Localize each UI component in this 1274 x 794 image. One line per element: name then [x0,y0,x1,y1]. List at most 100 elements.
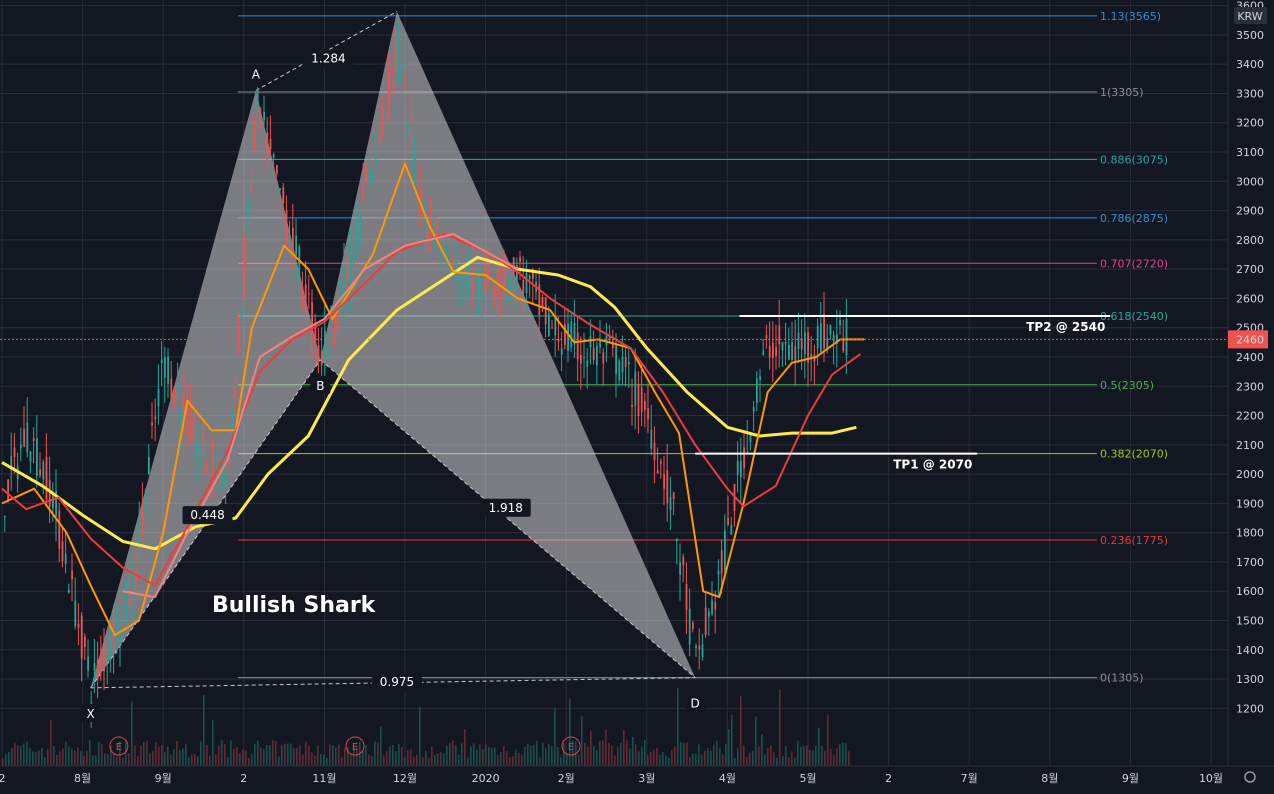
volume-bar [329,744,331,766]
volume-bar [257,740,259,766]
candle-body [279,188,281,191]
ma-yellow [1,255,857,551]
candle-body [26,422,29,453]
candle-body [23,428,25,447]
gear-icon[interactable] [1244,771,1256,783]
y-tick-label: 2900 [1236,205,1264,218]
volume-bar [53,746,55,766]
volume-bar [386,751,388,766]
point-label-bg [245,64,266,83]
volume-bar [299,745,301,766]
candle-body [698,645,701,650]
volume-bar [440,752,442,766]
volume-bar [671,750,673,766]
ratio-label: 0.975 [380,675,414,689]
volume-bar [842,742,844,766]
candle-body [634,371,637,407]
volume-bar [734,757,736,766]
candle-body [736,461,739,475]
earnings-marker[interactable] [561,736,581,756]
x-tick-label: 2 [240,772,247,785]
volume-bar [182,748,184,766]
volume-bar [185,744,187,766]
point-label-bg [685,693,706,712]
candle-body [682,556,685,566]
candle-body [829,324,832,335]
candle-body [93,663,96,671]
candle-body [352,252,355,265]
candle-body [519,257,521,262]
volume-bar [212,720,214,766]
volume-bar [140,745,142,766]
candle-body [333,315,336,337]
candle-body [560,348,563,355]
volume-bar [368,754,370,766]
volume-bar [626,740,628,766]
candle-body [160,359,163,364]
point-label-b: B [316,379,324,393]
candle-body [228,468,230,472]
x-tick-label: 8월 [74,772,91,785]
candle-body [695,645,697,649]
volume-bar [50,719,52,766]
candle-body [42,461,45,480]
y-tick-label: 1900 [1236,497,1264,510]
volume-bar [404,756,406,766]
candle-body [167,356,169,384]
volume-bar [809,749,811,766]
volume-bar [473,743,475,766]
candle-body [100,652,102,663]
earnings-marker[interactable] [109,736,129,756]
candle-body [608,335,611,340]
volume-bar [560,757,562,766]
candle-body [704,607,707,635]
volume-bar [479,744,481,766]
volume-bar [392,744,394,766]
candle-body [260,115,262,118]
candle-body [224,452,227,489]
candle-body [157,389,160,407]
candle-body [631,404,633,407]
candle-body [173,387,176,405]
candle-body [87,656,89,671]
earnings-marker[interactable] [345,736,365,756]
candle-body [580,354,582,364]
volume-bar [509,757,511,766]
volume-bar [2,757,4,766]
volume-bar [224,744,226,766]
candle-body [842,339,845,351]
candle-body [397,43,400,73]
y-tick-label: 1500 [1236,615,1264,628]
candle-body [138,518,141,544]
candle-body [141,505,144,522]
volume-bar [209,755,211,766]
candle-body [36,438,38,476]
volume-bar [767,747,769,766]
fib-label: 0.886(3075) [1100,153,1168,166]
candle-body [221,456,224,469]
volume-bar [554,708,556,766]
candle-body [164,357,166,378]
volume-bar [785,745,787,766]
candle-body [404,78,406,80]
volume-bar [188,757,190,766]
volume-bar [614,755,616,766]
volume-bar [449,743,451,766]
volume-bar [323,754,325,766]
candle-body [743,447,745,469]
candle-body [388,67,390,109]
volume-bar [503,746,505,766]
pattern-bcd-triangle [320,11,696,678]
volume-bar [407,750,409,766]
volume-bar [794,757,796,766]
volume-bar [713,744,715,766]
candle-body [292,227,294,258]
candle-body [564,324,566,345]
y-tick-label: 2100 [1236,439,1264,452]
candle-body [212,441,214,478]
volume-bar [458,755,460,766]
volume-bar [350,753,352,766]
volume-bar [830,748,832,766]
candle-body [320,351,323,366]
